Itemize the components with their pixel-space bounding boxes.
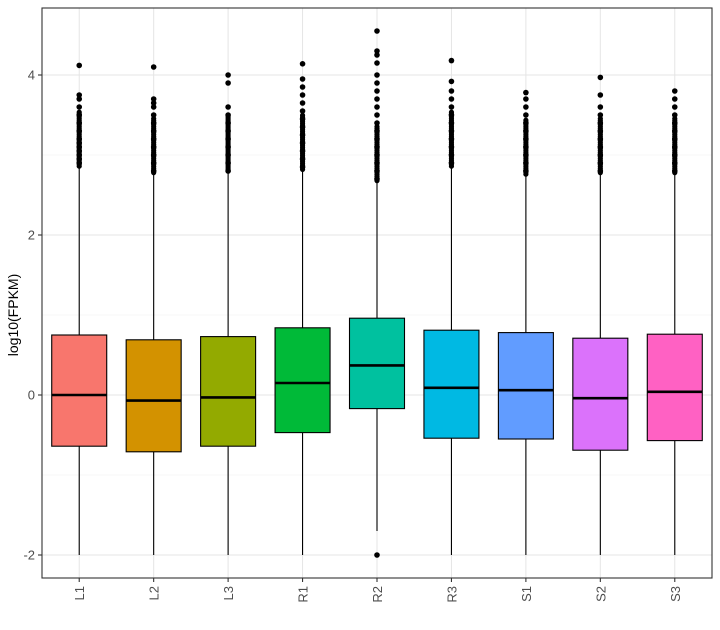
y-axis-title: log10(FPKM): [5, 274, 21, 356]
outlier-point: [225, 114, 231, 120]
outlier-point: [671, 88, 678, 94]
outlier-point: [225, 104, 231, 110]
outlier-point: [671, 104, 678, 110]
outlier-point: [597, 116, 603, 122]
outlier-point: [76, 104, 83, 110]
box-body: [497, 332, 554, 440]
outlier-point: [374, 28, 380, 34]
outlier-point: [374, 112, 380, 118]
y-tick-label: -2: [23, 548, 35, 563]
y-tick-label: 0: [28, 388, 35, 403]
outlier-point: [299, 84, 306, 90]
outlier-point: [448, 109, 455, 115]
box-body: [423, 329, 480, 439]
outlier-point: [299, 100, 306, 106]
outlier-point: [523, 112, 529, 118]
outlier-point: [299, 76, 306, 82]
outlier-point: [448, 88, 455, 94]
outlier-point: [76, 96, 83, 102]
box-layer: [51, 28, 703, 558]
outlier-point: [523, 117, 529, 123]
outlier-point: [299, 112, 306, 118]
outlier-point: [150, 96, 157, 102]
outlier-point: [448, 96, 455, 102]
outlier-point: [374, 552, 380, 558]
box-R2: [348, 28, 406, 558]
outlier-point: [150, 64, 157, 70]
box-L1: [51, 62, 108, 555]
box-body: [200, 336, 257, 447]
x-tick-label: L1: [72, 586, 87, 600]
box-S3: [646, 88, 703, 555]
outlier-point: [597, 112, 604, 118]
outlier-point: [374, 96, 380, 102]
outlier-point: [225, 72, 231, 78]
x-tick-label: R3: [444, 586, 459, 603]
box-body: [646, 333, 703, 442]
outlier-point: [374, 104, 380, 110]
x-tick-label: S1: [519, 586, 534, 602]
x-tick-label: S2: [593, 586, 608, 602]
outlier-point: [299, 61, 306, 67]
box-S1: [497, 89, 554, 555]
box-S2: [572, 74, 629, 555]
outlier-point: [374, 48, 380, 54]
outlier-point: [76, 92, 83, 98]
box-body: [348, 317, 406, 410]
x-tick-label: R1: [296, 586, 311, 603]
x-tick-label: R2: [370, 586, 385, 603]
outlier-point: [76, 109, 82, 115]
box-body: [274, 327, 331, 434]
outlier-point: [299, 108, 306, 114]
outlier-point: [374, 124, 380, 130]
y-tick-label: 2: [28, 228, 35, 243]
outlier-point: [523, 104, 529, 110]
box-body: [51, 334, 108, 447]
outlier-point: [672, 116, 678, 122]
x-tick-label: S3: [668, 586, 683, 602]
outlier-point: [671, 112, 678, 118]
outlier-point: [597, 104, 604, 110]
outlier-point: [374, 80, 380, 86]
outlier-point: [597, 74, 604, 81]
box-L3: [200, 72, 257, 555]
box-R1: [274, 61, 331, 555]
axis-layer: -2 0 2 4 L1 L2 L3 R1 R2 R3 S1 S2 S3: [23, 7, 713, 603]
outlier-point: [671, 96, 678, 102]
outlier-point: [597, 92, 604, 98]
box-body: [572, 337, 629, 451]
outlier-point: [374, 52, 380, 58]
outlier-point: [523, 89, 529, 96]
box-L2: [125, 64, 182, 555]
outlier-point: [299, 92, 306, 98]
outlier-point: [225, 80, 231, 86]
outlier-point: [374, 72, 380, 78]
x-tick-label: L3: [221, 586, 236, 600]
outlier-point: [448, 57, 455, 64]
outlier-point: [448, 78, 455, 85]
outlier-point: [150, 100, 157, 106]
outlier-point: [374, 120, 380, 126]
outlier-point: [150, 104, 157, 110]
outlier-point: [150, 112, 157, 118]
outlier-point: [374, 88, 380, 94]
outlier-point: [374, 60, 380, 66]
x-tick-label: L2: [147, 586, 162, 600]
box-R3: [423, 57, 480, 555]
box-body: [125, 339, 182, 453]
outlier-point: [151, 116, 157, 122]
y-tick-label: 4: [28, 68, 35, 83]
outlier-point: [523, 96, 529, 102]
outlier-point: [448, 104, 455, 110]
outlier-point: [76, 62, 83, 69]
